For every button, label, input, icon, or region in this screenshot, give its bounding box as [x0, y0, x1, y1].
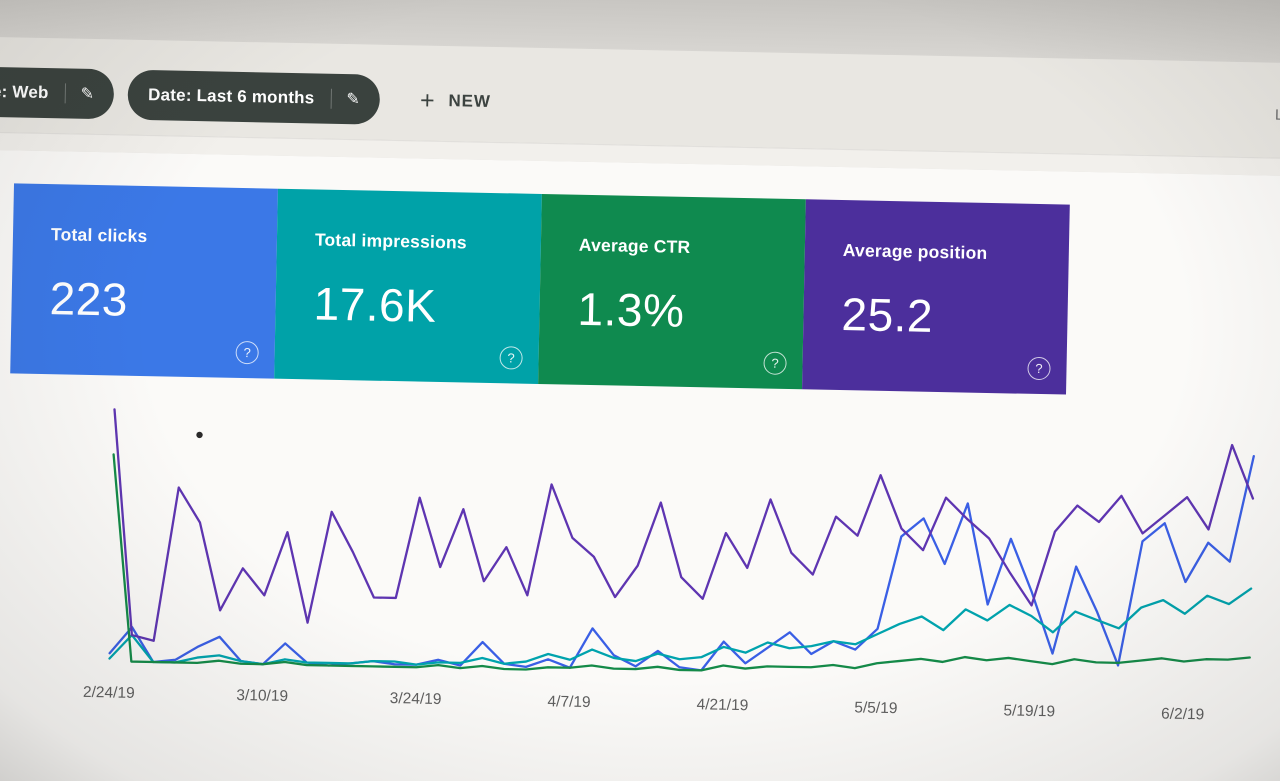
new-filter-button-label: NEW	[448, 91, 492, 111]
x-axis-label: 5/19/19	[1003, 702, 1056, 721]
chart-line-average-position	[113, 408, 1255, 642]
plus-icon: +	[419, 86, 436, 115]
filter-chip-label: Date: Last 6 months	[147, 85, 315, 108]
x-axis-label: 2/24/19	[82, 683, 135, 702]
performance-chart: 2/24/19 3/10/19 3/24/19 4/7/19 4/21/19 5/5/19…	[83, 401, 1255, 733]
metric-card-value: 223	[49, 272, 129, 326]
x-axis-label: 4/21/19	[696, 696, 749, 715]
metric-card[interactable]: Average CTR 1.3% ?	[538, 193, 806, 390]
x-axis-label: 3/10/19	[236, 686, 289, 705]
chart-line-average-ctr	[112, 453, 1251, 672]
metric-card[interactable]: Average position 25.2 ?	[802, 199, 1070, 395]
x-axis-label: 5/5/19	[854, 699, 898, 718]
metric-card-value: 25.2	[841, 288, 934, 342]
performance-report-content: Total clicks 223 ? Total impressions 17.…	[0, 148, 1280, 781]
x-axis: 2/24/19 3/10/19 3/24/19 4/7/19 4/21/19 5/5/19…	[83, 684, 1248, 733]
chart-line-total-clicks	[108, 454, 1255, 672]
metric-card-title: Average CTR	[578, 234, 691, 257]
new-filter-button[interactable]: + NEW	[419, 86, 492, 115]
filter-chip-label: type: Web	[0, 81, 49, 103]
chart-dot-annotation	[196, 431, 203, 439]
metric-card-title: Total clicks	[50, 224, 148, 247]
x-axis-label: 4/7/19	[547, 693, 591, 712]
x-axis-label: 6/2/19	[1160, 705, 1205, 724]
metric-card-title: Total impressions	[314, 229, 468, 253]
performance-chart-svg	[108, 408, 1255, 672]
metric-card-value: 1.3%	[577, 282, 685, 337]
chart-line-total-impressions	[108, 587, 1253, 666]
help-icon[interactable]: ?	[1027, 356, 1051, 381]
pencil-icon[interactable]: ✎	[330, 88, 361, 110]
help-icon[interactable]: ?	[235, 340, 259, 365]
filter-chip-search-type[interactable]: type: Web ✎	[0, 65, 115, 120]
help-icon[interactable]: ?	[499, 346, 523, 370]
pencil-icon[interactable]: ✎	[64, 83, 95, 104]
x-axis-label: 3/24/19	[389, 690, 442, 709]
filter-chip-date-range[interactable]: Date: Last 6 months ✎	[127, 69, 381, 125]
metric-cards-row: Total clicks 223 ? Total impressions 17.…	[10, 150, 1280, 398]
help-icon[interactable]: ?	[763, 351, 787, 375]
metric-card[interactable]: Total clicks 223 ?	[10, 183, 278, 379]
metric-card[interactable]: Total impressions 17.6K ?	[274, 188, 542, 384]
last-updated-partial-text: La	[1274, 106, 1280, 125]
metric-card-title: Average position	[842, 240, 988, 263]
metric-card-value: 17.6K	[313, 277, 437, 332]
